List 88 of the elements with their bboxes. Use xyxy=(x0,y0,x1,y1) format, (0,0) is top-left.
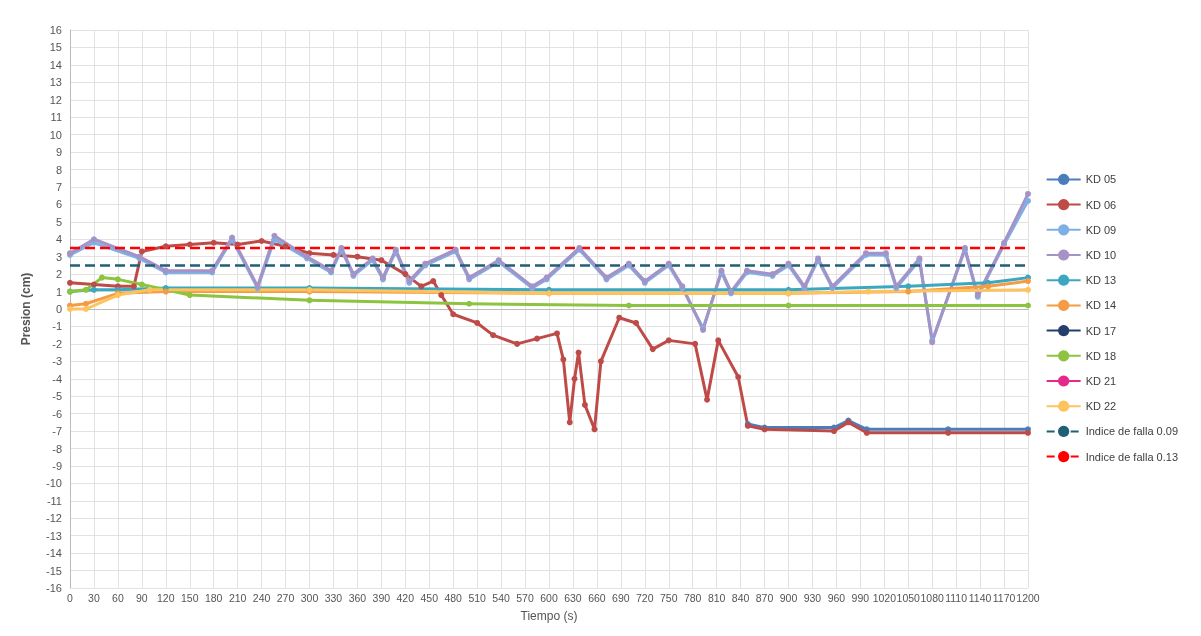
x-axis-title: Tiempo (s) xyxy=(520,609,578,623)
x-tick-label: 1140 xyxy=(968,591,992,604)
x-tick-label: 780 xyxy=(683,591,702,604)
y-tick-label: -14 xyxy=(46,547,62,560)
x-tick-label: 210 xyxy=(228,591,247,604)
y-tick-label: -15 xyxy=(46,564,62,577)
x-tick-label: 510 xyxy=(468,591,487,604)
x-tick-label: 660 xyxy=(588,591,606,604)
x-tick-label: 120 xyxy=(157,591,175,604)
x-tick-label: 300 xyxy=(300,591,319,604)
y-tick-label: 4 xyxy=(55,233,62,246)
y-tick-label: 15 xyxy=(49,41,62,54)
y-tick-label: -13 xyxy=(46,529,62,542)
y-tick-label: -1 xyxy=(52,320,62,333)
legend-label: KD 22 xyxy=(1085,400,1117,413)
y-tick-label: -7 xyxy=(52,425,62,438)
x-tick-label: 570 xyxy=(516,591,534,604)
x-tick-label: 270 xyxy=(276,591,295,604)
y-tick-label: 0 xyxy=(55,303,62,315)
x-tick-label: 420 xyxy=(396,591,415,604)
legend-label: KD 10 xyxy=(1085,249,1117,261)
y-tick-label: -2 xyxy=(52,337,62,350)
y-tick-label: 13 xyxy=(49,76,62,89)
x-tick-label: 60 xyxy=(112,591,124,604)
x-tick-label: 960 xyxy=(827,591,846,604)
x-tick-label: 810 xyxy=(707,591,726,604)
y-tick-label: 3 xyxy=(55,250,62,263)
x-tick-label: 1200 xyxy=(1016,591,1040,604)
x-tick-label: 0 xyxy=(67,591,74,604)
legend-label: KD 13 xyxy=(1085,274,1117,287)
y-tick-label: -6 xyxy=(52,407,62,420)
y-tick-label: -8 xyxy=(52,442,62,455)
x-tick-label: 690 xyxy=(612,591,630,604)
x-tick-label: 390 xyxy=(372,591,391,604)
x-tick-label: 900 xyxy=(779,591,798,604)
legend-label: KD 05 xyxy=(1085,173,1117,186)
x-tick-label: 90 xyxy=(136,591,148,604)
legend-label: KD 09 xyxy=(1085,223,1117,236)
x-tick-label: 1020 xyxy=(872,591,897,604)
x-tick-label: 1170 xyxy=(992,591,1016,604)
x-tick-label: 750 xyxy=(659,591,678,604)
y-tick-label: 5 xyxy=(55,215,62,228)
x-tick-label: 180 xyxy=(204,591,223,604)
y-tick-label: -10 xyxy=(46,477,62,490)
y-axis-title: Presion (cm) xyxy=(19,272,33,346)
x-tick-label: 1110 xyxy=(945,591,968,604)
x-tick-label: 360 xyxy=(348,591,367,604)
y-tick-label: -9 xyxy=(52,459,62,472)
x-tick-label: 870 xyxy=(755,591,774,604)
y-tick-label: -4 xyxy=(52,372,62,385)
x-tick-label: 630 xyxy=(564,591,582,604)
y-tick-label: -5 xyxy=(52,390,62,403)
x-tick-label: 330 xyxy=(324,591,343,604)
legend-label: Indice de falla 0.13 xyxy=(1085,450,1179,463)
y-tick-label: 1 xyxy=(55,285,62,298)
legend-label: KD 18 xyxy=(1085,349,1117,362)
x-tick-label: 150 xyxy=(180,591,199,604)
y-tick-label: 10 xyxy=(49,128,62,141)
x-tick-label: 450 xyxy=(420,591,439,604)
legend-label: KD 17 xyxy=(1085,324,1117,337)
x-tick-label: 480 xyxy=(444,591,463,604)
legend-label: KD 21 xyxy=(1085,375,1117,387)
y-tick-label: 9 xyxy=(55,146,62,159)
y-tick-label: 16 xyxy=(49,24,62,36)
y-tick-label: -16 xyxy=(46,582,62,594)
x-tick-label: 30 xyxy=(88,591,100,604)
y-tick-label: 11 xyxy=(50,111,62,124)
x-tick-label: 240 xyxy=(252,591,271,604)
x-tick-label: 1080 xyxy=(920,591,945,604)
legend-label: KD 14 xyxy=(1085,299,1117,312)
x-tick-label: 990 xyxy=(851,591,870,604)
y-tick-label: 6 xyxy=(55,198,62,211)
y-tick-label: -3 xyxy=(52,355,62,368)
y-tick-label: 7 xyxy=(55,180,62,193)
y-tick-label: 2 xyxy=(55,268,62,281)
y-tick-label: -12 xyxy=(46,512,62,525)
x-tick-label: 930 xyxy=(803,591,822,604)
legend-label: KD 06 xyxy=(1085,198,1117,211)
y-tick-label: 12 xyxy=(49,93,62,106)
x-tick-label: 840 xyxy=(731,591,750,604)
x-tick-label: 600 xyxy=(540,591,558,604)
x-tick-label: 540 xyxy=(492,591,511,604)
legend-label: Indice de falla 0.09 xyxy=(1085,425,1179,438)
y-tick-label: 14 xyxy=(49,58,62,71)
y-tick-label: -11 xyxy=(46,494,62,507)
y-tick-label: 8 xyxy=(55,163,62,176)
x-tick-label: 720 xyxy=(636,591,654,604)
x-tick-label: 1050 xyxy=(896,591,921,604)
